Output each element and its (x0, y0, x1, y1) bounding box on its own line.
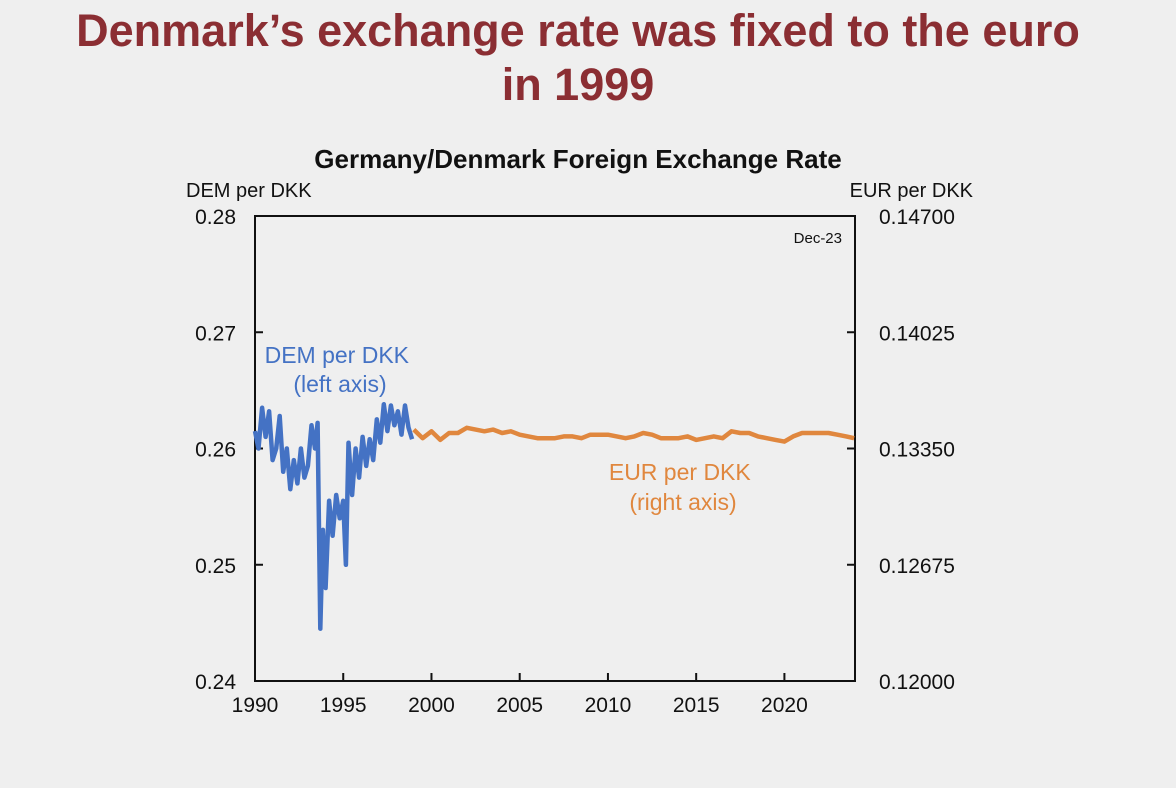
slide-title-line-1: Denmark’s exchange rate was fixed to the… (76, 5, 1080, 56)
left-axis-ticks: 0.24 0.25 0.26 0.27 0.28 (195, 206, 263, 694)
x-tick-label: 1990 (232, 694, 279, 717)
right-axis-label: EUR per DKK (850, 180, 974, 202)
left-tick-label: 0.27 (195, 322, 236, 345)
x-tick-label: 2015 (673, 694, 720, 717)
plot-area (254, 215, 856, 682)
dem-per-dkk-line (252, 402, 415, 631)
right-tick-label: 0.14025 (879, 322, 955, 345)
eur-series-label-line-1: EUR per DKK (609, 459, 752, 485)
right-tick-label: 0.12000 (879, 671, 955, 694)
dem-series-label-line-2: (left axis) (293, 371, 386, 397)
left-axis-label: DEM per DKK (186, 180, 312, 202)
date-note: Dec-23 (794, 230, 842, 247)
left-tick-label: 0.24 (195, 671, 236, 694)
x-tick-label: 2010 (585, 694, 632, 717)
right-tick-label: 0.12675 (879, 555, 955, 578)
right-tick-label: 0.14700 (879, 206, 955, 229)
eur-series-label: EUR per DKK (right axis) (609, 459, 757, 515)
right-axis-ticks: 0.12000 0.12675 0.13350 0.14025 0.14700 (847, 206, 955, 694)
x-tick-label: 2000 (408, 694, 455, 717)
dem-series-label-line-1: DEM per DKK (265, 342, 410, 368)
left-tick-label: 0.28 (195, 206, 236, 229)
left-tick-label: 0.25 (195, 555, 236, 578)
eur-per-dkk-line (412, 425, 855, 444)
left-tick-label: 0.26 (195, 439, 236, 462)
slide-title-line-2: in 1999 (501, 59, 655, 110)
dem-series-label: DEM per DKK (left axis) (265, 342, 416, 397)
right-tick-label: 0.13350 (879, 439, 955, 462)
x-tick-label: 2005 (496, 694, 543, 717)
eur-series-label-line-2: (right axis) (629, 489, 736, 515)
x-tick-label: 2020 (761, 694, 808, 717)
chart-title: Germany/Denmark Foreign Exchange Rate (314, 144, 841, 174)
x-tick-label: 1995 (320, 694, 367, 717)
slide-title: Denmark’s exchange rate was fixed to the… (0, 4, 1156, 112)
x-axis-ticks: 1990 1995 2000 2005 2010 2015 2020 (232, 673, 808, 717)
